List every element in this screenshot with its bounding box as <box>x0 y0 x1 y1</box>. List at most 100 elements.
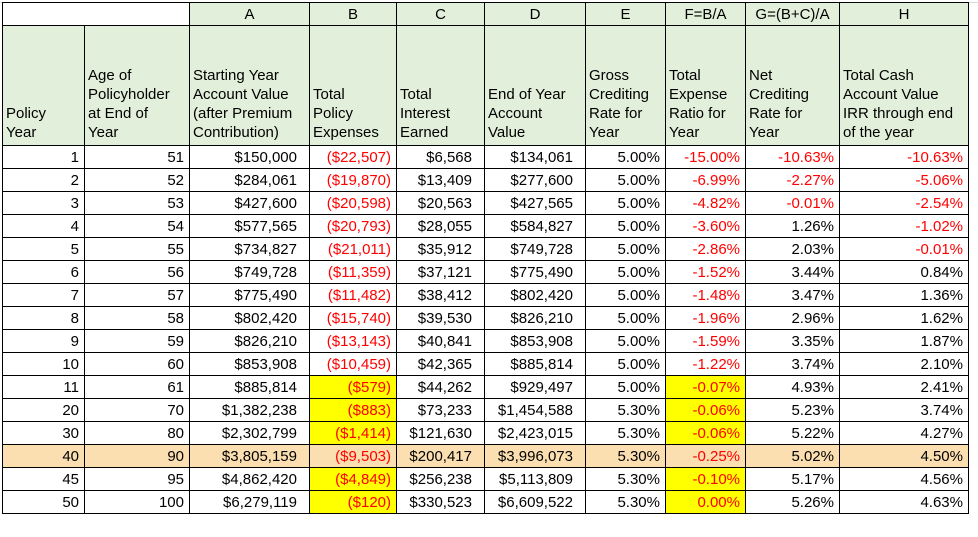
cell[interactable]: 60 <box>84 352 190 376</box>
cell[interactable]: ($883) <box>309 398 397 422</box>
cell[interactable]: $749,728 <box>484 237 586 261</box>
cell[interactable]: 5.00% <box>585 306 666 330</box>
cell[interactable]: 1.26% <box>745 214 840 238</box>
cell[interactable]: $929,497 <box>484 375 586 399</box>
cell[interactable]: $6,609,522 <box>484 490 586 514</box>
cell[interactable]: 61 <box>84 375 190 399</box>
col-letter-cell[interactable]: D <box>484 2 586 26</box>
cell[interactable]: -1.48% <box>665 283 746 307</box>
cell[interactable]: 5.00% <box>585 168 666 192</box>
cell[interactable]: ($21,011) <box>309 237 397 261</box>
column-header[interactable]: Gross Crediting Rate for Year <box>585 25 666 146</box>
cell[interactable]: $749,728 <box>189 260 310 284</box>
cell[interactable]: $330,523 <box>396 490 485 514</box>
col-letter-cell[interactable]: B <box>309 2 397 26</box>
cell[interactable]: 4.50% <box>839 444 969 468</box>
cell[interactable]: ($9,503) <box>309 444 397 468</box>
cell[interactable]: $20,563 <box>396 191 485 215</box>
cell[interactable]: -2.54% <box>839 191 969 215</box>
cell[interactable]: $584,827 <box>484 214 586 238</box>
cell[interactable]: ($20,793) <box>309 214 397 238</box>
cell[interactable]: ($15,740) <box>309 306 397 330</box>
cell[interactable]: 3.47% <box>745 283 840 307</box>
cell[interactable]: $73,233 <box>396 398 485 422</box>
cell[interactable]: 7 <box>2 283 85 307</box>
cell[interactable]: ($13,143) <box>309 329 397 353</box>
cell[interactable]: 5.00% <box>585 237 666 261</box>
cell[interactable]: -0.06% <box>665 421 746 445</box>
cell[interactable]: $802,420 <box>189 306 310 330</box>
col-letter-cell[interactable]: G=(B+C)/A <box>745 2 840 26</box>
col-letter-cell[interactable]: H <box>839 2 969 26</box>
cell[interactable]: ($4,849) <box>309 467 397 491</box>
cell[interactable]: $38,412 <box>396 283 485 307</box>
column-header[interactable]: Policy Year <box>2 25 85 146</box>
cell[interactable]: -2.86% <box>665 237 746 261</box>
cell[interactable]: 4.27% <box>839 421 969 445</box>
cell[interactable]: $277,600 <box>484 168 586 192</box>
cell[interactable]: 4.93% <box>745 375 840 399</box>
cell[interactable]: $42,365 <box>396 352 485 376</box>
cell[interactable]: -1.96% <box>665 306 746 330</box>
cell[interactable]: $853,908 <box>484 329 586 353</box>
cell[interactable]: 58 <box>84 306 190 330</box>
cell[interactable]: $200,417 <box>396 444 485 468</box>
cell[interactable]: 57 <box>84 283 190 307</box>
cell[interactable]: -1.52% <box>665 260 746 284</box>
cell[interactable]: 5 <box>2 237 85 261</box>
cell[interactable]: ($579) <box>309 375 397 399</box>
cell[interactable]: -0.07% <box>665 375 746 399</box>
cell[interactable]: $577,565 <box>189 214 310 238</box>
cell[interactable]: 51 <box>84 145 190 169</box>
cell[interactable]: $284,061 <box>189 168 310 192</box>
cell[interactable]: 3 <box>2 191 85 215</box>
cell[interactable]: -2.27% <box>745 168 840 192</box>
cell[interactable]: 4 <box>2 214 85 238</box>
cell[interactable]: -0.06% <box>665 398 746 422</box>
cell[interactable]: 0.84% <box>839 260 969 284</box>
cell[interactable]: ($1,414) <box>309 421 397 445</box>
cell[interactable]: 80 <box>84 421 190 445</box>
cell[interactable]: $121,630 <box>396 421 485 445</box>
cell[interactable]: 52 <box>84 168 190 192</box>
cell[interactable]: 45 <box>2 467 85 491</box>
cell[interactable]: 5.00% <box>585 214 666 238</box>
cell[interactable]: 3.74% <box>839 398 969 422</box>
cell[interactable]: ($11,482) <box>309 283 397 307</box>
cell[interactable]: 4.63% <box>839 490 969 514</box>
cell[interactable]: -3.60% <box>665 214 746 238</box>
cell[interactable]: 4.56% <box>839 467 969 491</box>
cell[interactable]: $826,210 <box>189 329 310 353</box>
cell[interactable]: -0.25% <box>665 444 746 468</box>
cell[interactable]: 2.96% <box>745 306 840 330</box>
cell[interactable]: 3.44% <box>745 260 840 284</box>
cell[interactable]: 5.17% <box>745 467 840 491</box>
cell[interactable]: $1,382,238 <box>189 398 310 422</box>
cell[interactable]: 2.03% <box>745 237 840 261</box>
cell[interactable]: 50 <box>2 490 85 514</box>
column-header[interactable]: Starting Year Account Value (after Premi… <box>189 25 310 146</box>
cell[interactable]: -15.00% <box>665 145 746 169</box>
cell[interactable]: -1.22% <box>665 352 746 376</box>
cell[interactable]: $2,302,799 <box>189 421 310 445</box>
cell[interactable]: 2 <box>2 168 85 192</box>
cell[interactable]: 70 <box>84 398 190 422</box>
cell[interactable]: 5.30% <box>585 421 666 445</box>
cell[interactable]: 2.41% <box>839 375 969 399</box>
cell[interactable]: ($120) <box>309 490 397 514</box>
cell[interactable]: 5.02% <box>745 444 840 468</box>
cell[interactable]: $134,061 <box>484 145 586 169</box>
column-header[interactable]: Age of Policyholder at End of Year <box>84 25 190 146</box>
cell[interactable]: $37,121 <box>396 260 485 284</box>
cell[interactable]: -1.02% <box>839 214 969 238</box>
column-header[interactable]: Total Interest Earned <box>396 25 485 146</box>
cell[interactable]: 20 <box>2 398 85 422</box>
cell[interactable]: $885,814 <box>484 352 586 376</box>
cell[interactable]: 95 <box>84 467 190 491</box>
cell[interactable]: 2.10% <box>839 352 969 376</box>
cell[interactable]: -0.01% <box>745 191 840 215</box>
cell[interactable]: $40,841 <box>396 329 485 353</box>
cell[interactable]: ($10,459) <box>309 352 397 376</box>
cell[interactable]: ($20,598) <box>309 191 397 215</box>
cell[interactable]: -0.01% <box>839 237 969 261</box>
